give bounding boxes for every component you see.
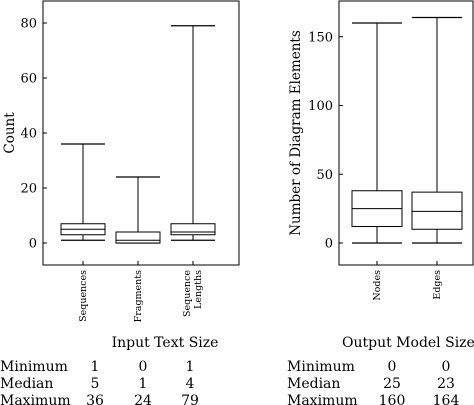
row-label: Maximum <box>287 393 358 405</box>
y-axis-label: Number of Diagram Elements <box>288 30 304 236</box>
table-cell: 4 <box>186 376 195 392</box>
y-tick-label: 40 <box>20 127 37 142</box>
table-title: Output Model Size <box>342 335 474 351</box>
table-cell: 23 <box>437 376 455 392</box>
row-label: Median <box>0 376 53 392</box>
table-cell: 36 <box>86 393 104 405</box>
iqr-box <box>170 223 216 236</box>
y-tick-label: 80 <box>20 17 37 32</box>
table-cell: 5 <box>91 376 100 392</box>
iqr-box <box>411 191 463 230</box>
y-tick-label: 20 <box>20 182 37 197</box>
x-tick-label: Fragments <box>133 270 144 322</box>
x-tick-label: Nodes <box>372 270 383 301</box>
y-tick-label: 60 <box>20 72 37 87</box>
y-tick-label: 0 <box>325 237 333 252</box>
table-cell: 24 <box>134 393 152 405</box>
output-elements-chart: Number of Diagram Elements 0 50 100 150 Node… <box>288 0 474 301</box>
y-tick-label: 100 <box>308 99 333 114</box>
x-tick-label: Sequences <box>78 270 89 322</box>
table-cell: 1 <box>139 376 148 392</box>
row-label: Maximum <box>0 393 71 405</box>
table-title: Input Text Size <box>112 335 219 351</box>
row-label: Minimum <box>0 359 68 375</box>
y-tick-label: 0 <box>29 237 37 252</box>
table-cell: 1 <box>91 359 100 375</box>
x-tick-label: Edges <box>432 270 443 300</box>
box-1 <box>351 22 403 244</box>
y-tick-label: 50 <box>316 168 333 183</box>
y-tick-label: 150 <box>308 30 333 45</box>
table-cell: 25 <box>383 376 401 392</box>
row-label: Median <box>287 376 340 392</box>
box-3 <box>170 25 216 241</box>
table-cell: 164 <box>433 393 460 405</box>
table-cell: 0 <box>139 359 148 375</box>
plot-frame <box>338 0 474 266</box>
table-cell: 1 <box>186 359 195 375</box>
box-2 <box>411 16 463 244</box>
iqr-box <box>115 231 161 244</box>
y-axis-label: Count <box>2 112 18 154</box>
input-count-chart: Count 0 20 40 60 80 Sequences Fragments Sequenc… <box>2 0 240 322</box>
table-cell: 0 <box>388 359 397 375</box>
box-2 <box>115 176 161 244</box>
x-tick-label: SequenceLengths <box>182 270 204 317</box>
row-label: Minimum <box>287 359 355 375</box>
table-cell: 0 <box>442 359 451 375</box>
table-cell: 79 <box>181 393 199 405</box>
table-cell: 160 <box>379 393 406 405</box>
output-model-size-table: Output Model Size Minimum 0 0 Median 25 23 Max… <box>287 335 474 405</box>
box-1 <box>60 143 106 241</box>
